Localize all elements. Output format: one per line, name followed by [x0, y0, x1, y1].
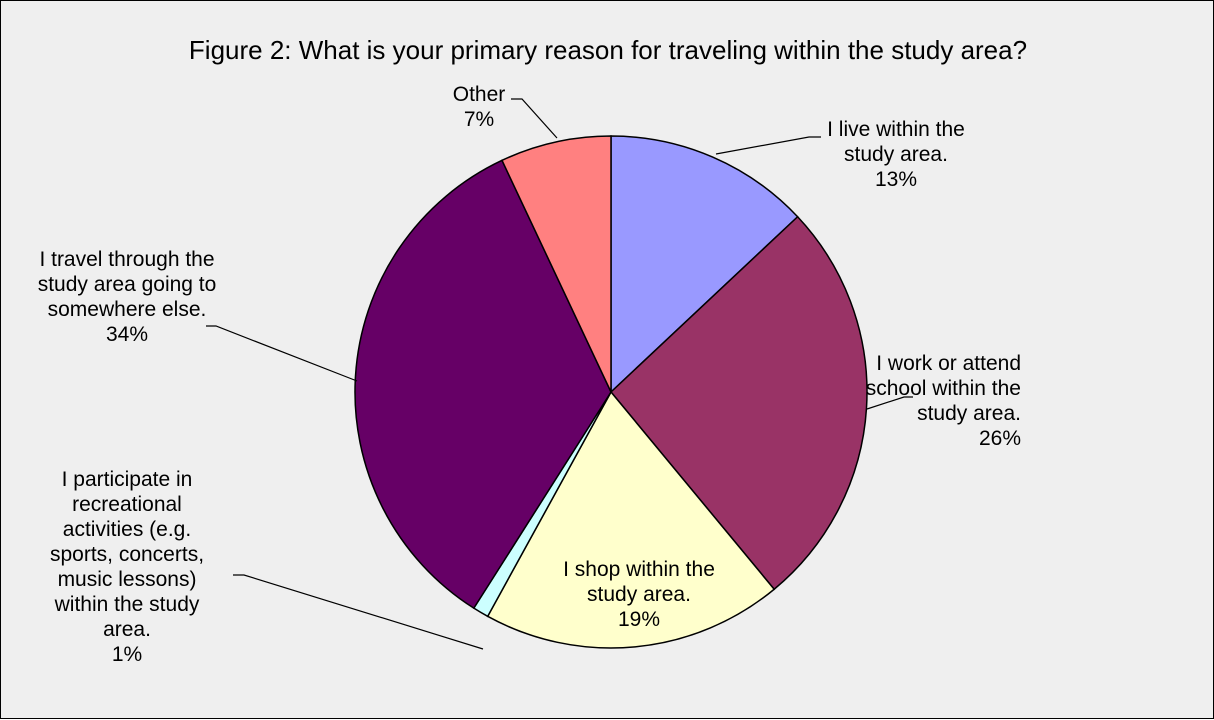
slice-label-line: school within the — [866, 377, 1021, 400]
leader-line-2 — [866, 396, 913, 410]
slice-label-6: Other 7% — [453, 83, 506, 131]
pie-slice-2 — [609, 215, 868, 591]
slice-label-4: I participate in recreational activities (… — [50, 468, 204, 666]
slice-label-line: activities (e.g. — [63, 518, 191, 541]
slice-label-line: study area. — [917, 402, 1021, 425]
slice-label-line: I shop within the — [563, 558, 715, 581]
slice-value-label: 13% — [875, 168, 917, 191]
pie-slice-5 — [354, 159, 612, 610]
leader-line-1 — [715, 136, 821, 155]
chart-title: Figure 2: What is your primary reason fo… — [188, 35, 1028, 65]
slice-label-line: area. — [103, 618, 151, 641]
pie-slice-6 — [501, 135, 612, 393]
slice-label-line: I travel through the — [39, 248, 214, 271]
slice-label-2: I work or attend school within the study a… — [866, 352, 1021, 450]
slice-label-line: recreational — [72, 493, 182, 516]
slice-value-label: 7% — [464, 108, 494, 131]
slice-label-1: I live within the study area. 13% — [827, 118, 965, 191]
leader-line-4 — [233, 574, 484, 650]
pie-slice-1 — [610, 135, 799, 394]
slice-value-label: 34% — [106, 323, 148, 346]
slice-value-label: 19% — [618, 608, 660, 631]
slice-label-line: Other — [453, 83, 506, 106]
slice-label-line: I live within the — [827, 118, 965, 141]
slice-value-label: 1% — [112, 643, 142, 666]
slice-label-line: study area. — [844, 143, 948, 166]
slice-label-line: I work or attend — [876, 352, 1021, 375]
slice-label-line: I participate in — [62, 468, 193, 491]
slice-label-line: somewhere else. — [48, 298, 207, 321]
slice-label-line: study area. — [587, 583, 691, 606]
leader-line-6 — [511, 98, 558, 139]
slice-label-line: sports, concerts, — [50, 543, 204, 566]
leader-line-5 — [206, 325, 358, 382]
slice-label-line: within the study — [54, 593, 200, 616]
slice-label-line: music lessons) — [58, 568, 197, 591]
slice-label-line: study area going to — [38, 273, 217, 296]
pie-slice-3 — [486, 390, 776, 649]
slice-value-label: 26% — [979, 427, 1021, 450]
slice-label-3: I shop within the study area. 19% — [563, 558, 715, 631]
slice-label-5: I travel through the study area going to s… — [38, 248, 217, 346]
